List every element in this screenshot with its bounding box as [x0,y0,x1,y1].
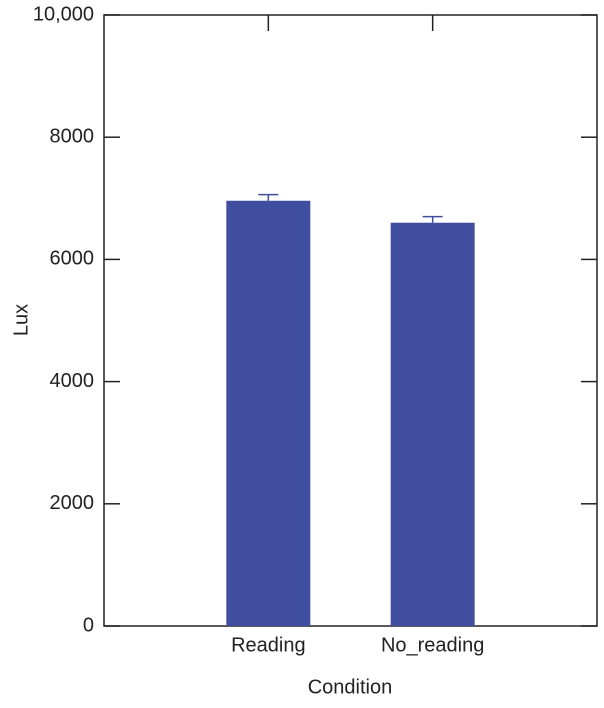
y-tick-label: 10,000 [33,3,94,25]
plot-frame [103,14,598,627]
y-tick-label: 4000 [50,370,95,392]
x-tick-label: No_reading [381,634,484,656]
x-tick-label: Reading [231,634,306,656]
bar [226,200,311,626]
y-tick-label: 0 [83,614,94,636]
x-axis-label: Condition [308,676,393,698]
y-tick-label: 8000 [50,125,95,147]
y-axis-label: Lux [10,304,32,336]
y-tick-label: 6000 [50,248,95,270]
bar [390,222,475,627]
y-tick-label: 2000 [50,492,95,514]
